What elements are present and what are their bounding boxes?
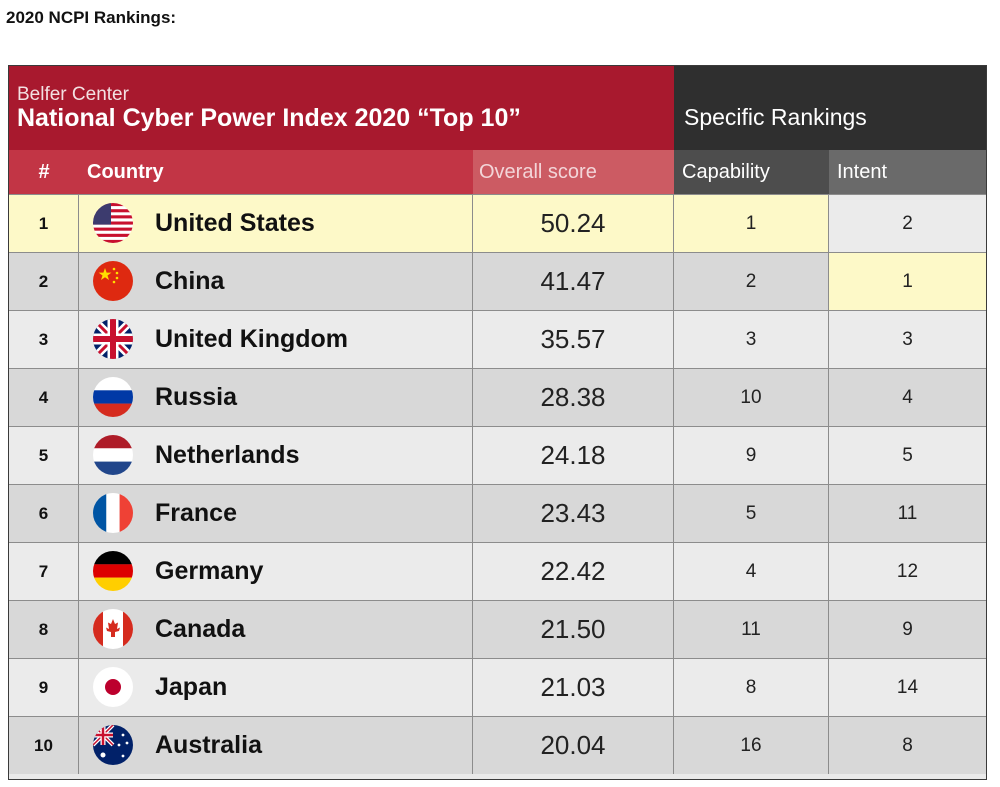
table-title-banner: Belfer Center National Cyber Power Index… [9, 66, 674, 150]
table-row: 10 Australia 20.04 16 [9, 716, 986, 774]
table-title: National Cyber Power Index 2020 “Top 10” [17, 104, 521, 132]
intent-cell: 5 [902, 445, 913, 466]
russia-flag-icon [93, 377, 133, 417]
rank-cell: 7 [9, 543, 79, 600]
table-row: 1 United States 50.24 1 2 [9, 194, 986, 252]
country-name: France [155, 499, 237, 527]
rank-cell: 9 [9, 659, 79, 716]
intent-cell: 8 [902, 735, 913, 756]
country-cell: Netherlands [79, 427, 473, 484]
capability-cell: 5 [674, 485, 829, 542]
uk-flag-icon [93, 319, 133, 359]
column-header-country: Country [79, 150, 473, 194]
country-cell: Japan [79, 659, 473, 716]
overall-score-cell: 23.43 [473, 485, 674, 542]
capability-cell: 11 [674, 601, 829, 658]
capability-cell: 8 [674, 659, 829, 716]
table-row: 8 Canada 21.50 11 9 [9, 600, 986, 658]
rank-cell: 1 [9, 195, 79, 252]
china-flag-icon [93, 261, 133, 301]
canada-flag-icon [93, 609, 133, 649]
rank-cell: 6 [9, 485, 79, 542]
country-name: China [155, 267, 225, 295]
intent-cell: 12 [896, 561, 919, 582]
intent-cell: 2 [902, 213, 913, 234]
country-name: Australia [155, 731, 262, 759]
capability-cell: 4 [674, 543, 829, 600]
country-name: Germany [155, 557, 264, 585]
table-row: 5 Netherlands 24.18 9 5 [9, 426, 986, 484]
rank-cell: 2 [9, 253, 79, 310]
capability-cell: 2 [674, 253, 829, 310]
australia-flag-icon [93, 725, 133, 765]
capability-cell: 3 [674, 311, 829, 368]
rank-cell: 5 [9, 427, 79, 484]
netherlands-flag-icon [93, 435, 133, 475]
country-name: Netherlands [155, 441, 300, 469]
rank-cell: 4 [9, 369, 79, 426]
specific-rankings-header: Specific Rankings [684, 104, 867, 130]
overall-score-cell: 24.18 [473, 427, 674, 484]
overall-score-cell: 21.03 [473, 659, 674, 716]
japan-flag-icon [93, 667, 133, 707]
table-row: 4 Russia 28.38 10 4 [9, 368, 986, 426]
overall-score-cell: 41.47 [473, 253, 674, 310]
capability-cell: 16 [674, 717, 829, 774]
rank-cell: 8 [9, 601, 79, 658]
table-subtitle: Belfer Center [17, 84, 129, 105]
country-cell: France [79, 485, 473, 542]
column-header-overall-score: Overall score [473, 150, 674, 194]
overall-score-cell: 28.38 [473, 369, 674, 426]
intent-cell: 3 [902, 329, 913, 350]
intent-cell: 1 [829, 253, 986, 310]
capability-cell: 10 [674, 369, 829, 426]
rankings-table: Belfer Center National Cyber Power Index… [8, 65, 987, 780]
table-row: 3 United Kingdom 35.57 3 3 [9, 310, 986, 368]
country-name: United Kingdom [155, 325, 349, 353]
country-cell: Canada [79, 601, 473, 658]
table-row: 6 France 23.43 5 11 [9, 484, 986, 542]
column-header-intent: Intent [829, 150, 986, 194]
germany-flag-icon [93, 551, 133, 591]
country-cell: United States [79, 195, 473, 252]
country-name: Canada [155, 615, 246, 643]
intent-cell: 4 [902, 387, 913, 408]
page-heading: 2020 NCPI Rankings: [6, 8, 177, 27]
table-row: 7 Germany 22.42 4 12 [9, 542, 986, 600]
country-cell: China [79, 253, 473, 310]
table-row: 2 China 41.47 2 1 [9, 252, 986, 310]
rank-cell: 10 [9, 717, 79, 774]
country-cell: United Kingdom [79, 311, 473, 368]
specific-rankings-banner: Specific Rankings [674, 66, 986, 150]
capability-cell: 9 [674, 427, 829, 484]
country-cell: Australia [79, 717, 473, 774]
france-flag-icon [93, 493, 133, 533]
overall-score-cell: 21.50 [473, 601, 674, 658]
capability-cell: 1 [674, 195, 829, 252]
country-cell: Russia [79, 369, 473, 426]
rank-cell: 3 [9, 311, 79, 368]
overall-score-cell: 50.24 [473, 195, 674, 252]
country-name: Russia [155, 383, 237, 411]
overall-score-cell: 20.04 [473, 717, 674, 774]
country-name: United States [155, 209, 315, 237]
column-header-capability: Capability [674, 150, 829, 194]
overall-score-cell: 22.42 [473, 543, 674, 600]
column-header-rank: # [9, 150, 79, 194]
overall-score-cell: 35.57 [473, 311, 674, 368]
country-name: Japan [155, 673, 228, 701]
us-flag-icon [93, 203, 133, 243]
intent-cell: 14 [896, 677, 919, 698]
intent-cell: 11 [897, 503, 918, 524]
country-cell: Germany [79, 543, 473, 600]
intent-cell: 9 [902, 619, 913, 640]
table-row: 9 Japan 21.03 8 14 [9, 658, 986, 716]
